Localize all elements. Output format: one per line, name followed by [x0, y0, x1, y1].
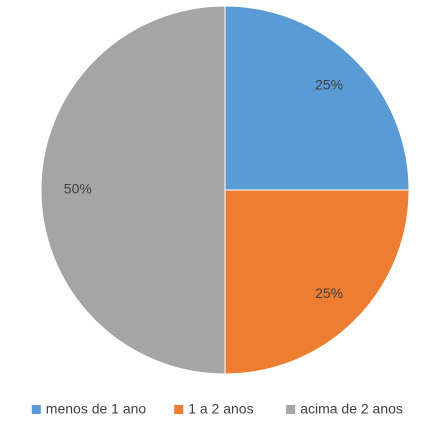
legend-label: menos de 1 ano: [46, 401, 147, 417]
pie-slice: [40, 5, 226, 375]
data-label: 25%: [315, 285, 343, 301]
pie-slice: [224, 5, 410, 191]
data-label: 25%: [315, 77, 343, 93]
legend-swatch: [174, 405, 184, 414]
pie-slice: [224, 189, 410, 375]
legend-swatch: [286, 405, 296, 414]
legend-label: acima de 2 anos: [300, 401, 403, 417]
legend-label: 1 a 2 anos: [188, 401, 253, 417]
data-label: 50%: [64, 181, 92, 197]
legend-swatch: [31, 405, 41, 414]
